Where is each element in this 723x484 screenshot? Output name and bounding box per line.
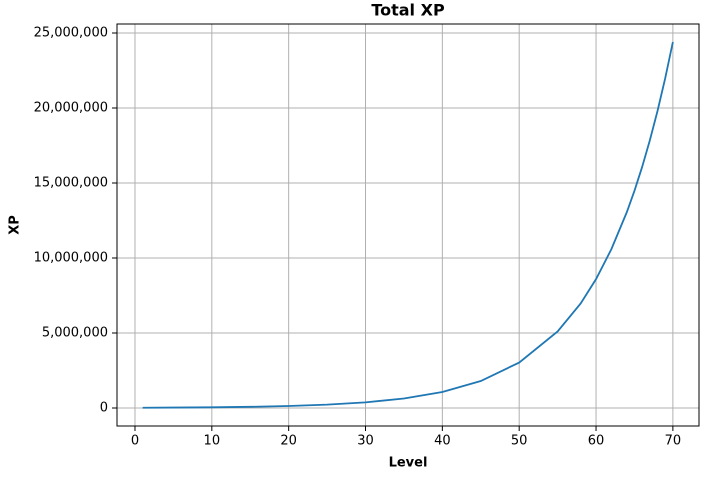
y-tick-label: 15,000,000 [34,176,108,191]
x-axis-label: Level [389,456,428,471]
y-tick-label: 20,000,000 [34,101,108,116]
x-tick-label: 60 [588,434,605,449]
x-tick-label: 30 [357,434,374,449]
x-tick-label: 20 [280,434,297,449]
y-tick-label: 10,000,000 [34,251,108,266]
x-tick-label: 40 [434,434,451,449]
x-tick-label: 50 [511,434,528,449]
y-tick-label: 25,000,000 [34,26,108,41]
y-tick-label: 0 [100,401,108,416]
chart-title: Total XP [371,1,445,20]
data-line [142,41,674,409]
x-tick-label: 10 [204,434,221,449]
x-tick-label: 0 [131,434,139,449]
plot-frame [116,23,700,427]
x-tick-label: 70 [665,434,682,449]
y-axis-label: XP [8,215,23,235]
y-tick-label: 5,000,000 [42,326,108,341]
